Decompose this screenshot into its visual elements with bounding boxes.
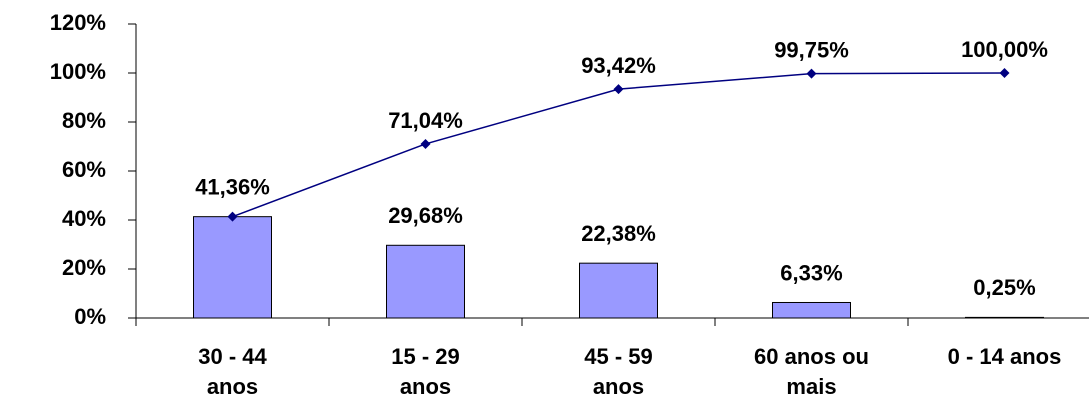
data-label: 29,68% [388,203,463,228]
bar [965,316,1044,319]
bar [386,244,465,319]
y-tick-label: 100% [50,59,106,84]
data-label: 0,25% [973,275,1035,300]
y-tick-label: 60% [62,157,106,182]
x-tick-label: 0 - 14 anos [947,344,1062,369]
marker [806,68,817,79]
y-tick-label: 20% [62,255,106,280]
line [232,72,1005,218]
y-tick-label: 0% [74,304,106,329]
data-label: 22,38% [581,221,656,246]
marker [227,211,238,222]
marker [999,68,1010,78]
x-tick-label: 15 - 29 anos [391,344,460,399]
y-tick-label: 120% [50,10,106,35]
bar [772,301,851,319]
marker [613,84,624,95]
data-label: 100,00% [961,37,1048,62]
bar [579,262,658,319]
data-label: 99,75% [774,37,849,62]
x-tick-label: 30 - 44 anos [198,344,267,399]
x-tick-label: 45 - 59 anos [584,344,653,399]
data-label: 6,33% [780,260,842,285]
data-label: 41,36% [195,174,270,199]
marker [420,138,431,149]
data-label: 71,04% [388,108,463,133]
x-tick-label: 60 anos ou mais [754,344,869,399]
y-tick-label: 80% [62,108,106,133]
data-label: 93,42% [581,53,656,78]
y-tick-label: 40% [62,206,106,231]
bar [193,216,272,319]
